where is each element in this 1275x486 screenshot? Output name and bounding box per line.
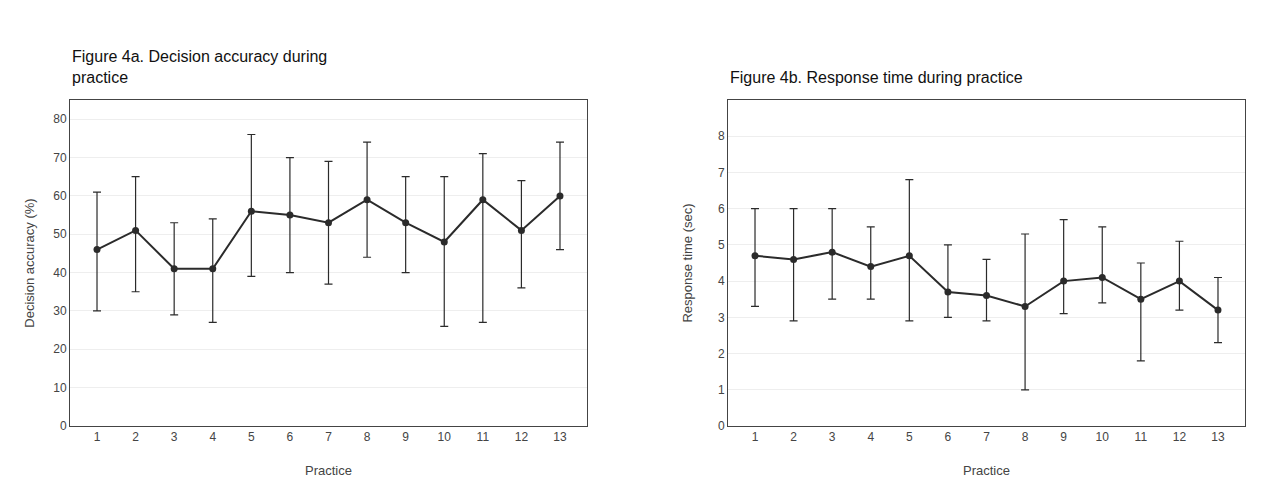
svg-text:10: 10	[1096, 430, 1110, 444]
svg-text:0: 0	[718, 419, 725, 433]
svg-text:13: 13	[553, 430, 567, 444]
svg-text:11: 11	[477, 430, 490, 444]
svg-text:8: 8	[364, 430, 371, 444]
svg-text:20: 20	[53, 342, 67, 356]
svg-text:7: 7	[325, 430, 332, 444]
svg-text:70: 70	[53, 151, 67, 165]
svg-text:Figure 4b. Response time durin: Figure 4b. Response time during practice	[730, 69, 1023, 86]
svg-text:1: 1	[718, 383, 725, 397]
svg-text:Practice: Practice	[963, 463, 1010, 478]
svg-text:6: 6	[945, 430, 952, 444]
svg-text:6: 6	[718, 202, 725, 216]
svg-text:8: 8	[718, 129, 725, 143]
svg-text:5: 5	[718, 238, 725, 252]
svg-text:1: 1	[94, 430, 101, 444]
svg-text:2: 2	[718, 347, 725, 361]
svg-text:12: 12	[1173, 430, 1187, 444]
svg-text:1: 1	[752, 430, 759, 444]
svg-text:9: 9	[402, 430, 409, 444]
svg-text:9: 9	[1060, 430, 1067, 444]
svg-text:Response time (sec): Response time (sec)	[680, 203, 695, 322]
svg-text:11: 11	[1135, 430, 1148, 444]
svg-text:40: 40	[53, 266, 67, 280]
svg-text:7: 7	[718, 166, 725, 180]
svg-text:Figure 4a. Decision accuracy d: Figure 4a. Decision accuracy duringpract…	[72, 48, 327, 86]
svg-text:10: 10	[53, 381, 67, 395]
svg-text:4: 4	[209, 430, 216, 444]
svg-text:Decision accuracy (%): Decision accuracy (%)	[22, 198, 37, 327]
svg-text:Practice: Practice	[305, 463, 352, 478]
svg-text:60: 60	[53, 189, 67, 203]
svg-text:2: 2	[132, 430, 139, 444]
svg-text:30: 30	[53, 304, 67, 318]
svg-text:13: 13	[1211, 430, 1225, 444]
svg-text:80: 80	[53, 112, 67, 126]
svg-text:4: 4	[867, 430, 874, 444]
svg-text:2: 2	[790, 430, 797, 444]
svg-text:3: 3	[171, 430, 178, 444]
svg-text:8: 8	[1022, 430, 1029, 444]
svg-text:3: 3	[718, 311, 725, 325]
svg-text:5: 5	[248, 430, 255, 444]
svg-text:12: 12	[515, 430, 529, 444]
svg-text:7: 7	[983, 430, 990, 444]
svg-text:6: 6	[287, 430, 294, 444]
svg-text:10: 10	[438, 430, 452, 444]
svg-text:0: 0	[60, 419, 67, 433]
svg-text:4: 4	[718, 274, 725, 288]
svg-text:50: 50	[53, 227, 67, 241]
svg-text:3: 3	[829, 430, 836, 444]
svg-text:5: 5	[906, 430, 913, 444]
